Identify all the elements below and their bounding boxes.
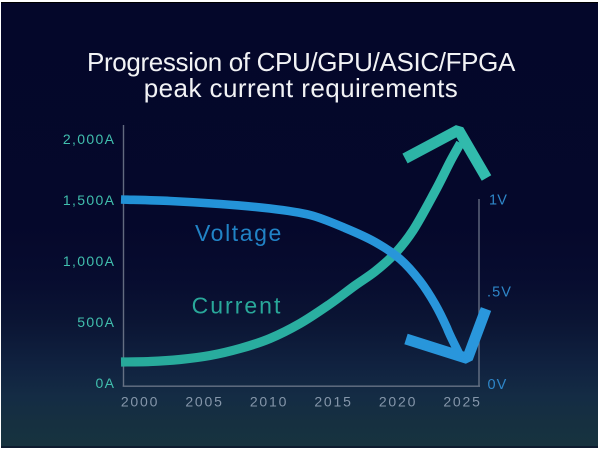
svg-text:Current: Current (192, 293, 283, 319)
svg-text:Voltage: Voltage (195, 220, 283, 246)
svg-text:1,500A: 1,500A (63, 192, 115, 208)
svg-text:500A: 500A (77, 314, 115, 330)
svg-text:2025: 2025 (443, 394, 481, 410)
svg-text:.5V: .5V (487, 284, 512, 300)
svg-text:1V: 1V (489, 192, 507, 208)
svg-text:1,000A: 1,000A (63, 253, 115, 269)
svg-text:0V: 0V (488, 377, 508, 393)
svg-text:2000: 2000 (121, 394, 159, 410)
svg-text:2005: 2005 (185, 394, 223, 410)
svg-text:2,000A: 2,000A (63, 131, 115, 147)
svg-text:2010: 2010 (250, 394, 288, 410)
svg-text:2020: 2020 (379, 394, 417, 410)
svg-text:2015: 2015 (314, 394, 352, 410)
svg-text:0A: 0A (95, 375, 115, 391)
